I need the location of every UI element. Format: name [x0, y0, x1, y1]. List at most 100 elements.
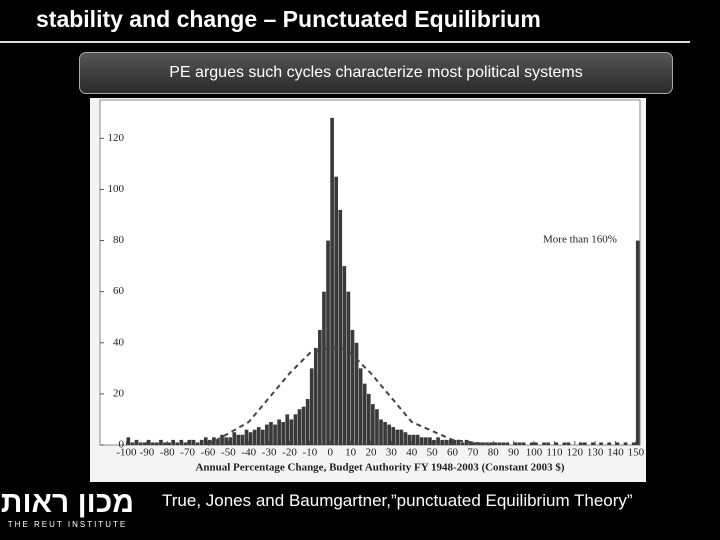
x-tick-label: 130 [587, 447, 604, 459]
bar [175, 442, 180, 445]
y-tick-label: 0 [119, 439, 125, 451]
bar [444, 439, 449, 445]
bar [277, 419, 281, 445]
bar [342, 266, 347, 445]
bar [375, 409, 379, 445]
bar [260, 429, 265, 445]
bar [534, 442, 538, 445]
bar [635, 240, 640, 445]
bar [285, 414, 290, 445]
x-tick-label: -60 [201, 447, 216, 459]
bar [305, 399, 310, 445]
x-axis-label: Annual Percentage Change, Budget Authori… [195, 462, 564, 474]
bar [273, 424, 277, 445]
bar [546, 442, 550, 445]
x-tick-label: 90 [508, 447, 520, 459]
bar [167, 442, 171, 445]
bar [171, 439, 175, 445]
bar [383, 422, 387, 445]
bar [440, 439, 444, 445]
bar [542, 442, 546, 445]
bar [591, 442, 595, 445]
x-tick-label: 100 [526, 447, 543, 459]
bar [142, 442, 147, 445]
x-tick-label: -40 [241, 447, 256, 459]
bar [395, 429, 400, 445]
bar [195, 442, 200, 445]
bar [452, 439, 457, 445]
bar [607, 442, 612, 445]
x-tick-label: -90 [140, 447, 155, 459]
bar [472, 442, 477, 445]
bar [240, 434, 245, 445]
x-tick-label: 0 [328, 447, 334, 459]
bar [391, 427, 396, 445]
bar [146, 439, 151, 445]
bar [419, 437, 424, 445]
logo: מכון ראות THE REUT INSTITUTE [0, 486, 135, 538]
bar [415, 434, 420, 445]
x-tick-label: 20 [366, 447, 378, 459]
bar [252, 429, 257, 445]
bar [497, 442, 502, 445]
bar [212, 437, 216, 445]
bar [179, 439, 184, 445]
callout: PE argues such cycles characterize most … [79, 52, 673, 94]
bar [366, 393, 371, 445]
x-tick-label: 10 [345, 447, 357, 459]
bar [199, 439, 204, 445]
bar [256, 427, 261, 445]
bar [265, 424, 269, 445]
title-rule [0, 41, 690, 43]
bar [309, 368, 314, 445]
bar [338, 209, 343, 445]
x-tick-label: -30 [262, 447, 277, 459]
bar [203, 437, 208, 445]
bar [187, 439, 192, 445]
bar [150, 442, 155, 445]
bar [387, 424, 391, 445]
bar [464, 439, 469, 445]
bar [432, 439, 436, 445]
bar [599, 442, 603, 445]
bar [244, 429, 249, 445]
y-tick-label: 40 [113, 336, 125, 348]
bar [301, 406, 306, 445]
y-tick-label: 20 [113, 387, 125, 399]
bar [456, 439, 461, 445]
bar [236, 434, 241, 445]
bar [521, 442, 526, 445]
bar [228, 437, 233, 445]
normal-curve [207, 346, 494, 446]
bar [513, 442, 518, 445]
y-tick-label: 100 [108, 183, 125, 195]
plot-frame [99, 99, 641, 446]
x-tick-label: 140 [607, 447, 624, 459]
x-tick-label: -100 [116, 447, 137, 459]
bar [379, 419, 383, 445]
x-tick-label: 110 [546, 447, 563, 459]
bar [399, 429, 404, 445]
bar [248, 432, 253, 445]
bar [411, 434, 416, 445]
bar [362, 383, 367, 445]
x-tick-label: 50 [427, 447, 439, 459]
bar [232, 432, 237, 445]
bar [330, 117, 334, 445]
bar [428, 437, 432, 445]
slide-title: stability and change – Punctuated Equili… [36, 6, 541, 32]
bar [334, 176, 339, 445]
bar [126, 437, 131, 445]
bar [159, 439, 163, 445]
bar [615, 442, 620, 445]
bar [191, 439, 196, 445]
bar [163, 442, 167, 445]
bar [350, 330, 355, 445]
bar [318, 330, 322, 445]
logo-subtitle: THE REUT INSTITUTE [7, 520, 128, 529]
bar [281, 422, 286, 445]
bar [297, 409, 302, 445]
bar [631, 442, 636, 445]
x-tick-label: 120 [567, 447, 584, 459]
